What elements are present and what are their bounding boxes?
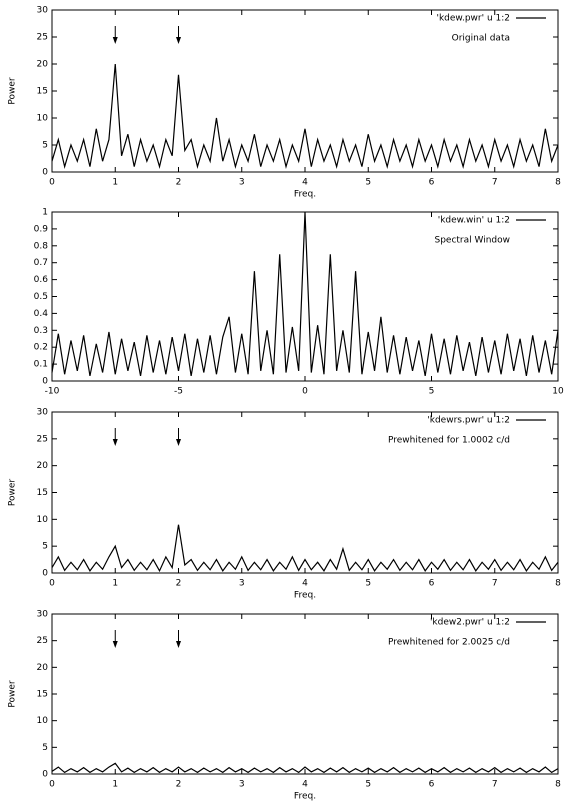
x-tick-label: 0 [302, 387, 308, 397]
y-axis-label: Power [8, 680, 18, 708]
x-tick-label: 3 [239, 178, 245, 188]
annotation: Prewhitened for 1.0002 c/d [388, 436, 510, 446]
arrow-head [176, 37, 181, 44]
annotation: Prewhitened for 2.0025 c/d [388, 638, 510, 648]
arrow-head [112, 641, 118, 648]
legend-label: 'kdew2.pwr' u 1:2 [430, 618, 510, 628]
x-tick-label: 1 [112, 579, 118, 589]
y-tick-label: 5 [42, 141, 48, 151]
y-tick-label: 5 [42, 743, 48, 753]
x-tick-label: 4 [302, 780, 308, 790]
x-tick-label: 1 [112, 780, 118, 790]
x-axis-label: Freq. [294, 190, 316, 200]
x-tick-label: 0 [49, 780, 55, 790]
x-tick-label: 6 [429, 178, 435, 188]
x-axis-label: Freq. [294, 792, 316, 802]
y-tick-label: 0 [42, 569, 48, 579]
x-tick-label: 5 [365, 178, 371, 188]
y-tick-label: 25 [37, 434, 48, 444]
x-tick-label: 5 [365, 579, 371, 589]
x-tick-label: 1 [112, 178, 118, 188]
x-tick-label: 8 [555, 780, 561, 790]
x-tick-label: 8 [555, 178, 561, 188]
annotation: Spectral Window [434, 236, 510, 246]
arrow-head [176, 641, 181, 648]
x-tick-label: 7 [492, 178, 498, 188]
y-tick-label: 1 [42, 208, 48, 218]
arrow-head [112, 37, 118, 44]
y-tick-label: 15 [37, 87, 48, 97]
y-tick-label: 5 [42, 542, 48, 552]
y-tick-label: 0.5 [34, 292, 48, 302]
y-tick-label: 0 [42, 377, 48, 387]
annotation: Original data [452, 34, 510, 44]
data-line [51, 524, 559, 573]
arrow-head [112, 439, 118, 446]
legend-label: 'kdew.win' u 1:2 [438, 216, 510, 226]
x-tick-label: 10 [552, 387, 564, 397]
x-tick-label: 5 [365, 780, 371, 790]
x-axis-label: Freq. [294, 591, 316, 601]
y-tick-label: 25 [37, 33, 48, 43]
y-tick-label: 0.9 [34, 224, 49, 234]
x-tick-label: 3 [239, 579, 245, 589]
y-tick-label: 0.8 [34, 241, 49, 251]
y-tick-label: 0.2 [34, 343, 48, 353]
x-tick-label: 2 [176, 178, 182, 188]
x-tick-label: 8 [555, 579, 561, 589]
y-tick-label: 20 [37, 60, 49, 70]
x-tick-label: -5 [174, 387, 183, 397]
y-tick-label: 25 [37, 636, 48, 646]
y-tick-label: 0 [42, 168, 48, 178]
x-tick-label: 4 [302, 579, 308, 589]
y-tick-label: 0 [42, 770, 48, 780]
y-tick-label: 30 [37, 610, 49, 620]
y-tick-label: 0.4 [34, 309, 49, 319]
y-tick-label: 0.3 [34, 326, 48, 336]
y-tick-label: 0.7 [34, 258, 48, 268]
x-tick-label: 7 [492, 780, 498, 790]
x-tick-label: 6 [429, 780, 435, 790]
x-tick-label: 3 [239, 780, 245, 790]
x-tick-label: 5 [429, 387, 435, 397]
x-tick-label: 6 [429, 579, 435, 589]
x-tick-label: 4 [302, 178, 308, 188]
y-tick-label: 10 [37, 515, 49, 525]
arrow-head [176, 439, 181, 446]
x-tick-label: 2 [176, 579, 182, 589]
data-line [51, 63, 559, 169]
y-tick-label: 15 [37, 488, 48, 498]
x-tick-label: -10 [45, 387, 60, 397]
data-line [51, 211, 559, 377]
y-tick-label: 15 [37, 690, 48, 700]
y-axis-label: Power [8, 479, 18, 507]
y-tick-label: 0.1 [34, 360, 48, 370]
y-tick-label: 20 [37, 663, 49, 673]
y-tick-label: 0.6 [34, 275, 49, 285]
data-line [51, 762, 559, 774]
y-tick-label: 20 [37, 461, 49, 471]
y-tick-label: 30 [37, 408, 49, 418]
legend-label: 'kdewrs.pwr' u 1:2 [427, 416, 510, 426]
y-tick-label: 10 [37, 716, 49, 726]
x-tick-label: 0 [49, 579, 55, 589]
y-tick-label: 30 [37, 6, 49, 16]
legend-label: 'kdew.pwr' u 1:2 [437, 14, 511, 24]
y-axis-label: Power [8, 77, 18, 105]
y-tick-label: 10 [37, 114, 49, 124]
x-tick-label: 7 [492, 579, 498, 589]
x-tick-label: 2 [176, 780, 182, 790]
x-tick-label: 0 [49, 178, 55, 188]
